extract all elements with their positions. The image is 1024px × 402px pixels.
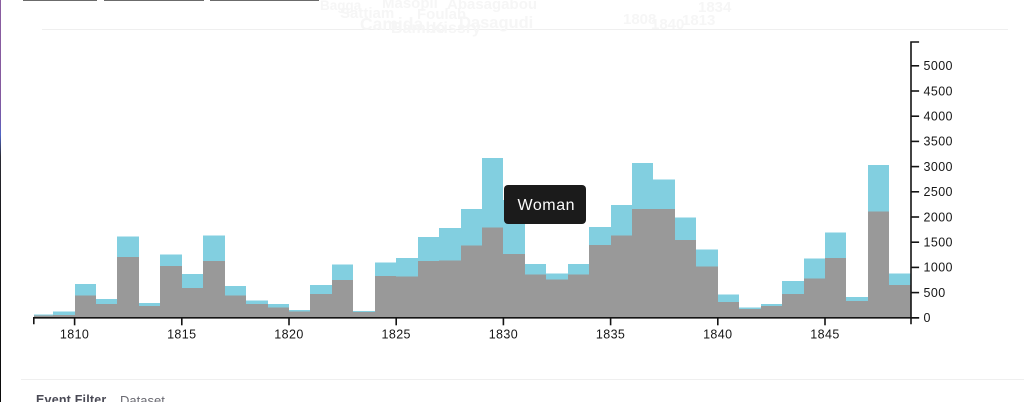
svg-text:1000: 1000 (924, 261, 953, 275)
svg-text:1835: 1835 (596, 328, 625, 342)
svg-text:1825: 1825 (381, 328, 410, 342)
svg-text:1845: 1845 (810, 328, 839, 342)
svg-text:1840: 1840 (703, 328, 732, 342)
svg-text:1810: 1810 (60, 328, 89, 342)
svg-text:3500: 3500 (924, 135, 953, 149)
svg-text:5000: 5000 (924, 59, 953, 73)
svg-text:2000: 2000 (924, 210, 953, 224)
svg-text:1830: 1830 (489, 328, 518, 342)
svg-text:500: 500 (924, 286, 946, 300)
svg-text:2500: 2500 (924, 185, 953, 199)
svg-text:1815: 1815 (167, 328, 196, 342)
svg-text:4000: 4000 (924, 110, 953, 124)
svg-text:0: 0 (924, 311, 931, 325)
svg-text:4500: 4500 (924, 84, 953, 98)
svg-text:1820: 1820 (274, 328, 303, 342)
svg-text:3000: 3000 (924, 160, 953, 174)
svg-text:1500: 1500 (924, 236, 953, 250)
